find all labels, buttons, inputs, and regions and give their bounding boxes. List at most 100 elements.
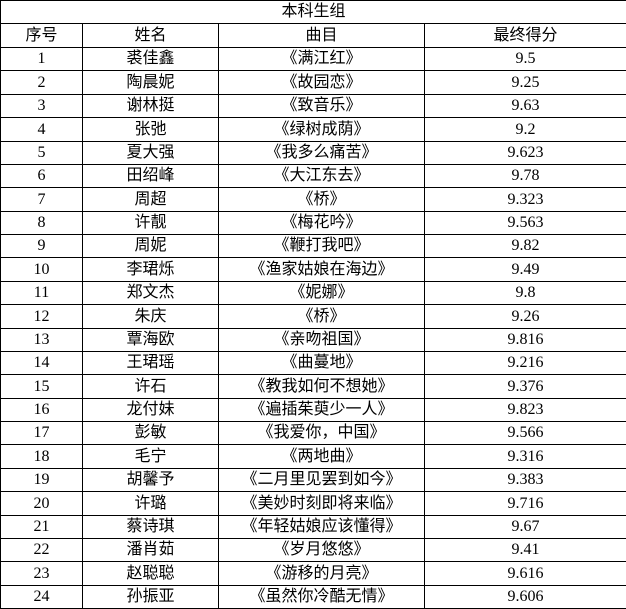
song-cell: 《鞭打我吧》 xyxy=(218,233,425,259)
song-cell: 《曲蔓地》 xyxy=(218,350,425,376)
score-cell: 9.5 xyxy=(423,46,626,72)
score-cell: 9.67 xyxy=(423,514,626,539)
row-number-cell: 12 xyxy=(0,304,83,329)
score-cell: 9.716 xyxy=(423,491,626,516)
row-number-cell: 8 xyxy=(0,210,83,236)
song-cell: 《教我如何不想她》 xyxy=(218,374,425,399)
song-cell: 《桥》 xyxy=(218,187,425,212)
table-row: 23 赵聪聪 《游移的月亮》 9.616 xyxy=(0,561,626,586)
song-cell: 《遍插茱萸少一人》 xyxy=(218,397,425,423)
score-cell: 9.316 xyxy=(423,444,626,469)
song-cell: 《梅花吟》 xyxy=(218,210,425,236)
name-cell: 裘佳鑫 xyxy=(82,46,219,72)
song-cell: 《妮娜》 xyxy=(218,280,425,306)
song-cell: 《大江东去》 xyxy=(218,163,425,189)
row-number-cell: 18 xyxy=(0,444,83,469)
song-cell: 《岁月悠悠》 xyxy=(218,537,425,563)
row-number-cell: 2 xyxy=(0,70,83,95)
song-cell: 《二月里见罢到如今》 xyxy=(218,467,425,493)
song-cell: 《故园恋》 xyxy=(218,70,425,95)
name-cell: 赵聪聪 xyxy=(82,561,219,586)
row-number-cell: 23 xyxy=(0,561,83,586)
table-row: 6 田绍峰 《大江东去》 9.78 xyxy=(0,163,626,189)
name-cell: 龙付妹 xyxy=(82,397,219,423)
name-cell: 李珺烁 xyxy=(82,257,219,282)
table-row: 11 郑文杰 《妮娜》 9.8 xyxy=(0,280,626,306)
row-number-cell: 1 xyxy=(0,46,83,72)
song-cell: 《两地曲》 xyxy=(218,444,425,469)
name-cell: 王珺瑶 xyxy=(82,350,219,376)
row-number-cell: 7 xyxy=(0,187,83,212)
row-number-cell: 4 xyxy=(0,117,83,142)
table-row: 13 覃海欧 《亲吻祖国》 9.816 xyxy=(0,327,626,352)
row-number-cell: 21 xyxy=(0,514,83,539)
row-number-cell: 22 xyxy=(0,537,83,563)
name-cell: 毛宁 xyxy=(82,444,219,469)
row-number-cell: 15 xyxy=(0,374,83,399)
name-cell: 孙振亚 xyxy=(82,584,219,609)
row-number-cell: 10 xyxy=(0,257,83,282)
table-row: 17 彭敏 《我爱你，中国》 9.566 xyxy=(0,420,626,446)
row-number-cell: 24 xyxy=(0,584,83,609)
song-cell: 《美妙时刻即将来临》 xyxy=(218,491,425,516)
name-cell: 许靓 xyxy=(82,210,219,236)
table-row: 8 许靓 《梅花吟》 9.563 xyxy=(0,210,626,236)
score-cell: 9.2 xyxy=(423,117,626,142)
song-cell: 《桥》 xyxy=(218,304,425,329)
row-number-cell: 16 xyxy=(0,397,83,423)
name-cell: 胡馨予 xyxy=(82,467,219,493)
table-row: 1 裘佳鑫 《满江红》 9.5 xyxy=(0,46,626,72)
table-row: 2 陶晨妮 《故园恋》 9.25 xyxy=(0,70,626,95)
score-cell: 9.78 xyxy=(423,163,626,189)
score-cell: 9.323 xyxy=(423,187,626,212)
header-cell-song: 曲目 xyxy=(218,23,425,48)
score-cell: 9.25 xyxy=(423,70,626,95)
score-cell: 9.82 xyxy=(423,233,626,259)
table-title-row: 本科生组 xyxy=(0,0,626,24)
row-number-cell: 17 xyxy=(0,420,83,446)
table-row: 4 张弛 《绿树成荫》 9.2 xyxy=(0,117,626,142)
row-number-cell: 3 xyxy=(0,93,83,119)
row-number-cell: 5 xyxy=(0,140,83,165)
table-row: 14 王珺瑶 《曲蔓地》 9.216 xyxy=(0,350,626,376)
table-row: 15 许石 《教我如何不想她》 9.376 xyxy=(0,374,626,399)
name-cell: 张弛 xyxy=(82,117,219,142)
song-cell: 《绿树成荫》 xyxy=(218,117,425,142)
name-cell: 周超 xyxy=(82,187,219,212)
name-cell: 郑文杰 xyxy=(82,280,219,306)
name-cell: 潘肖茹 xyxy=(82,537,219,563)
table-row: 18 毛宁 《两地曲》 9.316 xyxy=(0,444,626,469)
name-cell: 陶晨妮 xyxy=(82,70,219,95)
table-row: 16 龙付妹 《遍插茱萸少一人》 9.823 xyxy=(0,397,626,423)
song-cell: 《游移的月亮》 xyxy=(218,561,425,586)
song-cell: 《渔家姑娘在海边》 xyxy=(218,257,425,282)
table-header-row: 序号 姓名 曲目 最终得分 xyxy=(0,23,626,48)
score-cell: 9.563 xyxy=(423,210,626,236)
name-cell: 谢林挺 xyxy=(82,93,219,119)
name-cell: 覃海欧 xyxy=(82,327,219,352)
name-cell: 周妮 xyxy=(82,233,219,259)
row-number-cell: 20 xyxy=(0,491,83,516)
score-cell: 9.63 xyxy=(423,93,626,119)
name-cell: 朱庆 xyxy=(82,304,219,329)
table-row: 3 谢林挺 《致音乐》 9.63 xyxy=(0,93,626,119)
table-row: 20 许璐 《美妙时刻即将来临》 9.716 xyxy=(0,491,626,516)
name-cell: 夏大强 xyxy=(82,140,219,165)
score-cell: 9.823 xyxy=(423,397,626,423)
score-cell: 9.41 xyxy=(423,537,626,563)
table-row: 9 周妮 《鞭打我吧》 9.82 xyxy=(0,233,626,259)
header-cell-name: 姓名 xyxy=(82,23,219,48)
score-cell: 9.566 xyxy=(423,420,626,446)
song-cell: 《致音乐》 xyxy=(218,93,425,119)
table-row: 5 夏大强 《我多么痛苦》 9.623 xyxy=(0,140,626,165)
row-number-cell: 13 xyxy=(0,327,83,352)
name-cell: 许璐 xyxy=(82,491,219,516)
row-number-cell: 9 xyxy=(0,233,83,259)
score-cell: 9.383 xyxy=(423,467,626,493)
name-cell: 许石 xyxy=(82,374,219,399)
table-row: 19 胡馨予 《二月里见罢到如今》 9.383 xyxy=(0,467,626,493)
table-row: 7 周超 《桥》 9.323 xyxy=(0,187,626,212)
score-cell: 9.8 xyxy=(423,280,626,306)
